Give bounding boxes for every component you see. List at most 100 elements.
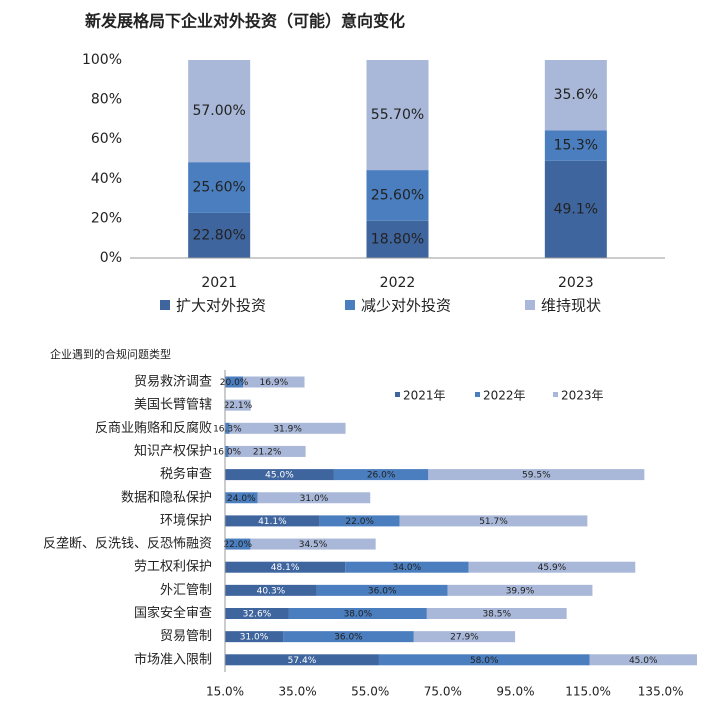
y-tick-label: 20% xyxy=(91,210,122,226)
y-tick-label: 国家安全审查 xyxy=(134,605,212,621)
bar-segment xyxy=(316,584,448,596)
bar-segment xyxy=(225,631,284,643)
legend-marker xyxy=(395,392,400,397)
data-label: 21.2% xyxy=(253,447,282,457)
data-label: 18.80% xyxy=(371,231,424,247)
data-label: 40.3% xyxy=(257,586,286,596)
legend-label: 2022年 xyxy=(483,389,526,403)
legend-label: 减少对外投资 xyxy=(361,297,451,315)
x-tick-label: 2023 xyxy=(558,275,594,291)
y-tick-label: 80% xyxy=(91,92,122,108)
data-labels: 22.80% 25.60% 57.00% 18.80% 25.60% 55.70% 49.1… xyxy=(192,87,598,247)
y-tick-label: 知识产权保护 xyxy=(134,443,212,459)
y-tick-label: 环境保护 xyxy=(160,513,212,528)
y-tick-label: 市场准入限制 xyxy=(134,651,212,667)
bar-segment xyxy=(257,492,371,504)
data-label: 22.0% xyxy=(345,517,374,527)
chart-title: 新发展格局下企业对外投资（可能）意向变化 xyxy=(85,12,405,31)
bar-segment xyxy=(333,469,429,481)
data-label: 35.6% xyxy=(554,87,598,103)
data-label: 34.5% xyxy=(299,540,328,550)
bar-segment xyxy=(428,469,645,481)
x-tick-label: 15.0% xyxy=(206,685,244,699)
data-label: 45.0% xyxy=(265,471,294,481)
data-label: 45.0% xyxy=(629,656,658,666)
bar-segment xyxy=(225,399,251,411)
bar-segment xyxy=(413,631,516,643)
x-tick-label: 2022 xyxy=(380,275,416,291)
data-label: 20.0% xyxy=(220,378,249,388)
data-label: 22.1% xyxy=(224,401,253,411)
data-labels: 20.0% 16.9% 22.1% 16.3% 31.9% 16.0% 21.2% 45.0%… xyxy=(213,378,658,666)
legend-label: 维持现状 xyxy=(541,297,601,315)
bar-segment xyxy=(225,445,229,457)
data-label: 38.0% xyxy=(344,610,373,620)
bar-segment xyxy=(188,60,251,163)
legend-marker xyxy=(553,392,558,397)
data-label: 39.9% xyxy=(506,586,535,596)
bar-segment xyxy=(250,538,376,550)
y-tick-label: 40% xyxy=(91,171,122,187)
bar-segment xyxy=(447,584,593,596)
bar-segment xyxy=(319,515,400,527)
bar-segment xyxy=(225,515,320,527)
plot-area xyxy=(188,60,607,258)
x-tick-label: 95.0% xyxy=(496,685,534,699)
legend-label: 2023年 xyxy=(561,389,604,403)
data-label: 59.5% xyxy=(522,471,551,481)
bar-segment xyxy=(288,608,427,619)
x-tick-label: 115.0% xyxy=(565,685,611,699)
data-label: 38.5% xyxy=(482,610,511,620)
plot-area xyxy=(225,376,697,666)
bar-segment xyxy=(225,492,258,504)
bar-segment xyxy=(544,130,607,161)
chart-title: 企业遇到的合规问题类型 xyxy=(50,347,171,361)
y-tick-label: 0% xyxy=(100,250,122,266)
bar-segment xyxy=(229,422,346,434)
y-tick-label: 贸易管制 xyxy=(160,629,212,644)
y-tick-label: 数据和隐私保护 xyxy=(121,490,212,505)
data-label: 27.9% xyxy=(450,633,479,643)
bar-segment xyxy=(188,212,251,258)
bar-segment xyxy=(225,608,289,619)
data-label: 16.3% xyxy=(213,424,242,434)
data-label: 22.80% xyxy=(192,227,245,243)
data-label: 15.3% xyxy=(554,138,598,154)
bar-segment xyxy=(228,445,306,457)
data-label: 31.9% xyxy=(273,424,302,434)
data-label: 32.6% xyxy=(243,610,272,620)
bar-segment xyxy=(225,469,334,481)
data-label: 49.1% xyxy=(554,201,598,217)
data-label: 24.0% xyxy=(227,494,256,504)
bar-segment xyxy=(225,584,317,596)
data-label: 48.1% xyxy=(271,563,300,573)
y-tick-label: 美国长臂管辖 xyxy=(134,397,212,413)
bar-segment xyxy=(366,60,429,171)
data-label: 34.0% xyxy=(393,563,422,573)
y-tick-label: 外汇管制 xyxy=(160,583,212,598)
y-tick-label: 100% xyxy=(82,52,122,68)
bar-segment xyxy=(188,162,251,213)
data-label: 45.9% xyxy=(538,563,567,573)
legend-marker xyxy=(345,300,355,310)
data-label: 16.0% xyxy=(213,447,242,457)
x-tick-label: 135.0% xyxy=(638,685,684,699)
bar-segment xyxy=(283,631,414,643)
y-tick-label: 60% xyxy=(91,131,122,147)
data-label: 36.0% xyxy=(334,633,363,643)
bar-segment xyxy=(225,376,244,388)
x-tick-label: 55.0% xyxy=(351,685,389,699)
y-tick-label: 税务审查 xyxy=(160,466,212,482)
bar-segment xyxy=(399,515,588,527)
bar-segment xyxy=(366,170,429,221)
bar-segment xyxy=(225,422,230,434)
bar-segment xyxy=(225,654,379,666)
data-label: 57.4% xyxy=(288,656,317,666)
legend-marker xyxy=(475,392,480,397)
legend-marker xyxy=(525,300,535,310)
bar-segment xyxy=(426,608,567,619)
bar-segment xyxy=(378,654,590,666)
bar-segment xyxy=(589,654,697,666)
data-label: 26.0% xyxy=(367,471,396,481)
